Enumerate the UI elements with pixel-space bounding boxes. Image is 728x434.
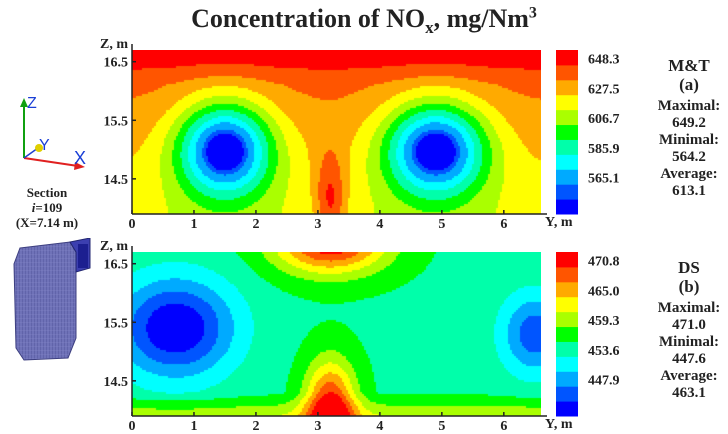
x-tick-label: 2 (252, 217, 259, 232)
colorbar-label: 470.8 (588, 254, 620, 269)
contour-field-b (132, 252, 541, 416)
colorbar-label: 447.9 (588, 374, 620, 389)
max-label: Maximal: (657, 300, 721, 316)
colorbar-label: 627.5 (588, 82, 620, 97)
colorbar-swatch (556, 296, 578, 313)
x-label: X (74, 148, 86, 168)
z-tick-label: 14.5 (104, 173, 129, 188)
z-label: Z (27, 95, 37, 112)
colorbar-label: 585.9 (588, 142, 620, 157)
colorbar-swatch (556, 281, 578, 298)
z-tick-label: 16.5 (104, 56, 129, 71)
axis-triad: Z Y X (20, 95, 86, 170)
x-tick-label: 1 (190, 217, 197, 232)
avg-value: 613.1 (672, 183, 706, 199)
colorbar-swatch (556, 401, 578, 417)
contour-field-a (132, 50, 541, 214)
section-line2: i=109 (0, 200, 94, 215)
x-tick-label: 5 (438, 419, 445, 434)
x-axis-line (23, 157, 79, 167)
title-text: Concentration of NO (191, 4, 426, 33)
title-superscript: 3 (528, 4, 537, 22)
colorbar-swatch (556, 64, 578, 81)
colorbar-swatch (556, 139, 578, 155)
section-line1: Section (26, 185, 68, 200)
x-tick-label: 2 (252, 419, 259, 434)
colorbar-swatch (556, 326, 578, 342)
min-label: Minimal: (659, 334, 719, 350)
x-arrowhead (74, 162, 85, 170)
z-tick-label: 14.5 (104, 375, 129, 390)
z-tick-label: 16.5 (104, 258, 129, 273)
section-index-symbol: i (31, 200, 36, 215)
colorbar-swatch (556, 154, 578, 170)
y-axis-dot (35, 144, 43, 152)
x-tick-label: 0 (129, 217, 136, 232)
min-label: Minimal: (659, 132, 719, 148)
stats-block-a: M&T (a) Maximal: 649.2 Minimal: 564.2 Average:… (650, 56, 728, 200)
title-subscript: x (425, 18, 434, 38)
colorbar-swatch (556, 266, 578, 283)
z-axis-label: Z, m (100, 37, 128, 52)
panel-subtitle: (a) (679, 75, 699, 94)
z-axis-label: Z, m (100, 239, 128, 254)
avg-label: Average: (660, 166, 718, 182)
z-arrowhead (20, 98, 28, 107)
min-value: 564.2 (672, 149, 706, 165)
colorbar-label: 465.0 (588, 284, 620, 299)
colorbar-swatch (556, 252, 578, 268)
avg-label: Average: (660, 368, 718, 384)
stats-block-b: DS (b) Maximal: 471.0 Minimal: 447.6 Average: 4… (650, 258, 728, 402)
section-caption: Section i=109 (X=7.14 m) (0, 185, 94, 230)
colorbar-label: 606.7 (588, 112, 620, 127)
colorbar-swatch (556, 386, 578, 402)
section-index-value: =109 (35, 200, 63, 215)
min-value: 447.6 (672, 351, 706, 367)
x-tick-label: 6 (500, 419, 507, 434)
x-tick-label: 5 (438, 217, 445, 232)
y-label: Y (39, 137, 50, 154)
colorbar-label: 648.3 (588, 52, 620, 67)
y-axis-label: Y, m (545, 417, 573, 432)
panel-title: DS (678, 258, 700, 277)
x-tick-label: 0 (129, 419, 136, 434)
z-tick-label: 15.5 (104, 114, 129, 129)
colorbar-swatch (556, 79, 578, 96)
x-tick-label: 6 (500, 217, 507, 232)
avg-value: 463.1 (672, 385, 706, 401)
panel-subtitle: (b) (678, 277, 700, 296)
colorbar-label: 459.3 (588, 314, 620, 329)
colorbar-label: 565.1 (588, 172, 620, 187)
x-tick-label: 4 (376, 419, 383, 434)
y-axis-label: Y, m (545, 215, 573, 230)
x-tick-label: 1 (190, 419, 197, 434)
colorbar-swatch (556, 50, 578, 66)
colorbar-swatch (556, 124, 578, 140)
colorbar-swatch (556, 184, 578, 200)
max-value: 471.0 (672, 317, 706, 333)
x-tick-label: 4 (376, 217, 383, 232)
title-text-rest: , mg/Nm (433, 4, 529, 33)
x-tick-label: 3 (314, 217, 321, 232)
geometry-model-icon (13, 238, 91, 361)
max-value: 649.2 (672, 115, 706, 131)
colorbar-swatch (556, 109, 578, 126)
colorbar-swatch (556, 311, 578, 328)
figure-title: Concentration of NOx, mg/Nm3 (0, 4, 728, 38)
colorbar-swatch (556, 341, 578, 357)
x-tick-label: 3 (314, 419, 321, 434)
colorbar-swatch (556, 199, 578, 215)
z-tick-label: 15.5 (104, 316, 129, 331)
colorbar-label: 453.6 (588, 344, 620, 359)
panel-title: M&T (668, 56, 710, 75)
colorbar-swatch (556, 356, 578, 372)
colorbar-swatch (556, 169, 578, 185)
colorbar-swatch (556, 94, 578, 111)
colorbar-swatch (556, 371, 578, 387)
max-label: Maximal: (657, 98, 721, 114)
section-line3: (X=7.14 m) (15, 215, 79, 230)
